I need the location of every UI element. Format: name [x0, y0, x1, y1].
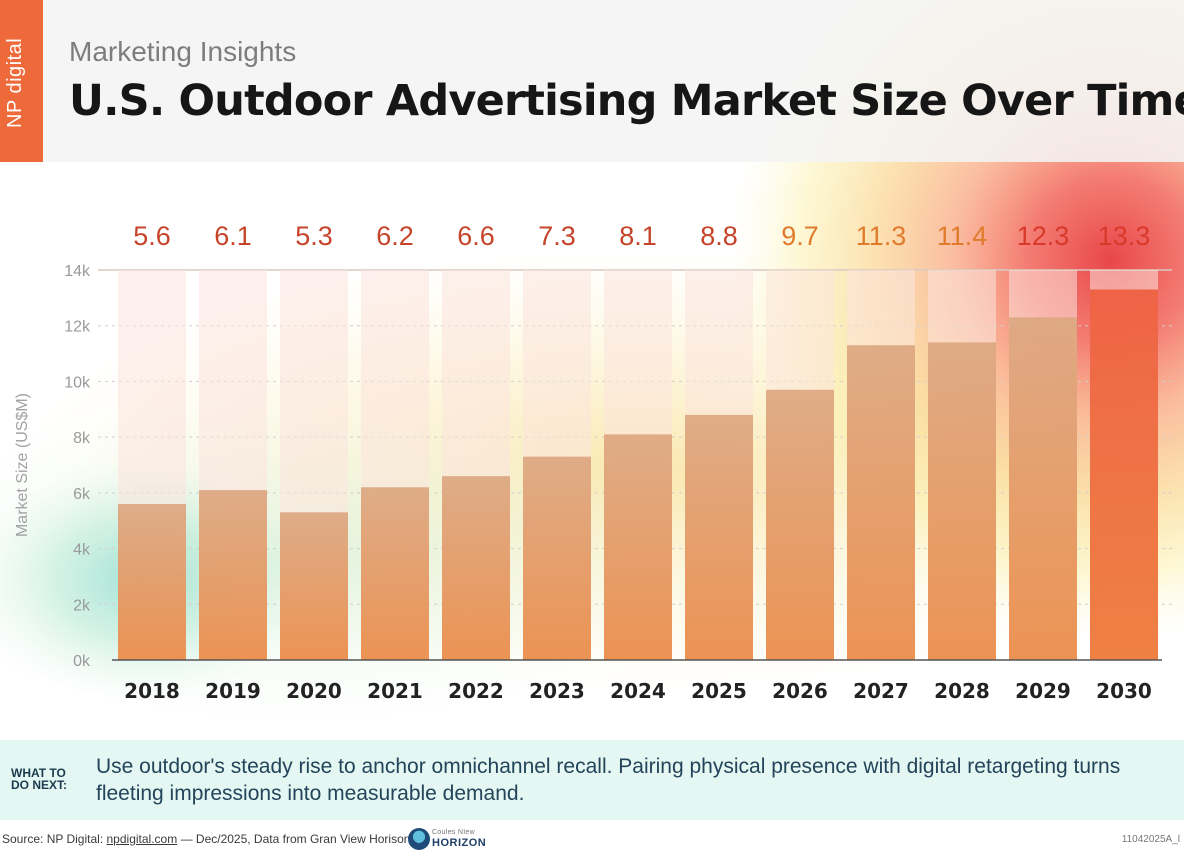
what-to-do-next-text: Use outdoor's steady rise to anchor omni…	[96, 755, 1121, 805]
y-tick-label: 2k	[73, 597, 91, 614]
what-to-do-next-panel: WHAT TO DO NEXT: Use outdoor's steady ri…	[0, 740, 1184, 820]
partner-name: HORIZON	[432, 837, 487, 849]
bar-value-label: 6.2	[376, 221, 414, 251]
what-to-do-next-label: WHAT TO DO NEXT:	[11, 766, 68, 792]
partner-tagline: Coules NIew	[432, 829, 475, 836]
bar-value-label: 8.8	[700, 221, 738, 251]
y-tick-label: 10k	[64, 374, 91, 391]
y-axis-label: Market Size (US$M)	[14, 393, 31, 537]
bar-value-label: 9.7	[781, 221, 819, 251]
source-suffix: — Dec/2025, Data from Gran View Horison.	[180, 832, 414, 846]
horizon-logo-icon	[408, 828, 430, 850]
bar-value-label: 13.3	[1098, 221, 1151, 251]
document-code: 11042025A_l	[1121, 834, 1180, 845]
logo-text: NP digital	[4, 37, 26, 128]
x-tick-label: 2018	[124, 679, 180, 703]
x-tick-label: 2025	[691, 679, 747, 703]
x-tick-label: 2026	[772, 679, 828, 703]
x-tick-label: 2028	[934, 679, 990, 703]
y-tick-label: 6k	[73, 486, 91, 503]
np-digital-logo: NP digital	[0, 0, 43, 162]
y-tick-label: 8k	[73, 430, 91, 447]
bar-value-label: 5.6	[133, 221, 171, 251]
bar-value-label: 8.1	[619, 221, 657, 251]
bar	[766, 389, 834, 660]
x-tick-label: 2027	[853, 679, 909, 703]
source-link[interactable]: npdigital.com	[106, 832, 178, 846]
y-tick-label: 12k	[64, 319, 91, 336]
bar-value-label: 7.3	[538, 221, 576, 251]
bar-value-label: 6.6	[457, 221, 495, 251]
bar-chart: 5.6 2018 6.1 2019 5.3 2020 6.2 2021 6.6 2022 7.3 20…	[14, 221, 1172, 703]
bar	[847, 345, 915, 660]
x-tick-label: 2029	[1015, 679, 1071, 703]
footer: Source: NP Digital: npdigital.com — Dec/…	[0, 828, 1184, 856]
x-tick-label: 2024	[610, 679, 666, 703]
x-tick-label: 2020	[286, 679, 342, 703]
y-tick-label: 0k	[73, 653, 91, 670]
bar	[280, 512, 348, 660]
kicker-label: Marketing Insights	[69, 36, 297, 67]
source-line: Source: NP Digital: npdigital.com — Dec/…	[2, 832, 414, 846]
bar	[928, 342, 996, 660]
bar	[442, 476, 510, 660]
bar	[1090, 289, 1158, 660]
bar-value-label: 11.3	[856, 221, 907, 251]
x-tick-label: 2023	[529, 679, 585, 703]
y-tick-label: 4k	[73, 542, 91, 559]
x-tick-label: 2021	[367, 679, 423, 703]
bar-value-label: 5.3	[295, 221, 333, 251]
x-tick-label: 2022	[448, 679, 504, 703]
x-tick-label: 2019	[205, 679, 261, 703]
y-tick-label: 14k	[64, 263, 91, 280]
page-title: U.S. Outdoor Advertising Market Size Ove…	[69, 76, 1184, 126]
bar	[1009, 317, 1077, 660]
x-tick-label: 2030	[1096, 679, 1152, 703]
bar	[685, 414, 753, 660]
bar	[118, 504, 186, 660]
bar	[604, 434, 672, 660]
source-prefix: Source: NP Digital:	[2, 832, 104, 846]
bar-value-label: 11.4	[937, 221, 988, 251]
bar	[199, 490, 267, 660]
header-band	[0, 0, 1184, 162]
bar-value-label: 6.1	[214, 221, 252, 251]
bar-value-label: 12.3	[1017, 221, 1070, 251]
bar	[523, 456, 591, 660]
bar	[361, 487, 429, 660]
